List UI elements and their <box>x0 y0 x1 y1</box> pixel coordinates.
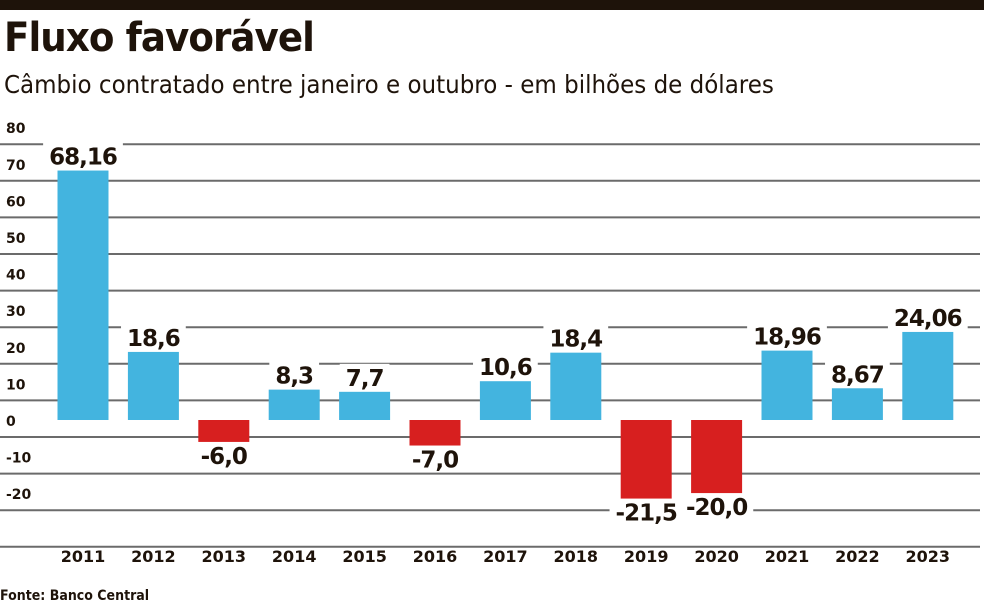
bar-2020 <box>691 420 743 494</box>
data-label-background <box>121 323 186 350</box>
data-label: 24,06 <box>894 306 962 332</box>
y-tick-label: 80 <box>6 121 26 137</box>
y-tick-label: -20 <box>6 487 32 503</box>
y-tick-label: 70 <box>6 158 26 174</box>
x-tick-label: 2014 <box>272 547 317 566</box>
data-label-background <box>609 498 683 525</box>
x-tick-label: 2015 <box>342 547 387 566</box>
data-label: 10,6 <box>479 355 532 381</box>
bar-2016 <box>409 420 461 446</box>
x-tick-label: 2012 <box>131 547 176 566</box>
y-tick-label: 50 <box>6 231 26 247</box>
x-tick-label: 2016 <box>413 547 458 566</box>
data-label-background <box>194 441 253 468</box>
x-tick-label: 2018 <box>554 547 599 566</box>
bar-2015 <box>339 391 391 420</box>
data-label-background <box>43 142 123 169</box>
y-tick-label: 30 <box>6 304 26 320</box>
x-tick-label: 2019 <box>624 547 669 566</box>
data-labels: 68,16 18,6 -6,0 8,3 7,7 -7,0 10,6 18,4 -21,5 -20,… <box>43 142 968 527</box>
x-tick-label: 2013 <box>202 547 247 566</box>
data-label: -7,0 <box>412 448 458 474</box>
y-tick-label: -10 <box>6 451 32 467</box>
data-label: -21,5 <box>616 501 677 527</box>
data-label-background <box>269 361 320 388</box>
source-note: Fonte: Banco Central <box>0 588 150 604</box>
data-label: 18,96 <box>753 325 821 351</box>
y-tick-label: 40 <box>6 268 26 284</box>
x-tick-label: 2021 <box>765 547 810 566</box>
chart-title: Fluxo favorável <box>4 15 315 61</box>
x-axis-labels: 2011 2012 2013 2014 2015 2016 2017 2018 2019 2020… <box>61 547 950 566</box>
data-label: 68,16 <box>49 145 117 171</box>
x-tick-label: 2017 <box>483 547 528 566</box>
bar-chart: 80 70 60 50 40 30 20 10 0 -10 -20 68,16 18,6 -6,0 8,3… <box>0 121 980 566</box>
data-label: 18,4 <box>549 327 602 353</box>
top-bar <box>0 0 984 10</box>
x-tick-label: 2022 <box>835 547 880 566</box>
chart-subtitle: Câmbio contratado entre janeiro e outubr… <box>4 70 774 99</box>
y-tick-label: 10 <box>6 377 26 393</box>
bar-2017 <box>479 381 531 420</box>
data-label: 8,3 <box>275 364 313 390</box>
data-label: 8,67 <box>831 362 884 388</box>
data-label: 7,7 <box>346 366 384 392</box>
data-label-background <box>825 360 890 387</box>
data-label-background <box>473 353 538 380</box>
data-label: 18,6 <box>127 326 180 352</box>
data-label: -6,0 <box>201 444 247 470</box>
data-label-background <box>747 322 827 349</box>
y-tick-label: 20 <box>6 341 26 357</box>
x-tick-label: 2020 <box>694 547 739 566</box>
data-label-background <box>679 493 754 520</box>
bar-2013 <box>198 420 250 442</box>
bar-2021 <box>761 350 813 420</box>
bar-2022 <box>831 388 883 420</box>
data-label-background <box>543 324 609 351</box>
bar-2012 <box>127 351 179 420</box>
x-tick-label: 2023 <box>906 547 951 566</box>
y-tick-label: 0 <box>6 414 16 430</box>
data-label-background <box>887 303 968 330</box>
y-tick-label: 60 <box>6 194 26 210</box>
bar-2014 <box>268 389 320 420</box>
data-label-background <box>339 363 390 390</box>
bar-2019 <box>620 420 672 499</box>
bar-2011 <box>57 170 109 420</box>
y-axis-ticks: 80 70 60 50 40 30 20 10 0 -10 -20 <box>6 121 32 503</box>
data-label: -20,0 <box>686 495 747 521</box>
x-tick-label: 2011 <box>61 547 106 566</box>
bar-2023 <box>902 331 954 420</box>
data-label-background <box>405 445 465 472</box>
bars <box>57 170 954 499</box>
bar-2018 <box>550 352 602 420</box>
